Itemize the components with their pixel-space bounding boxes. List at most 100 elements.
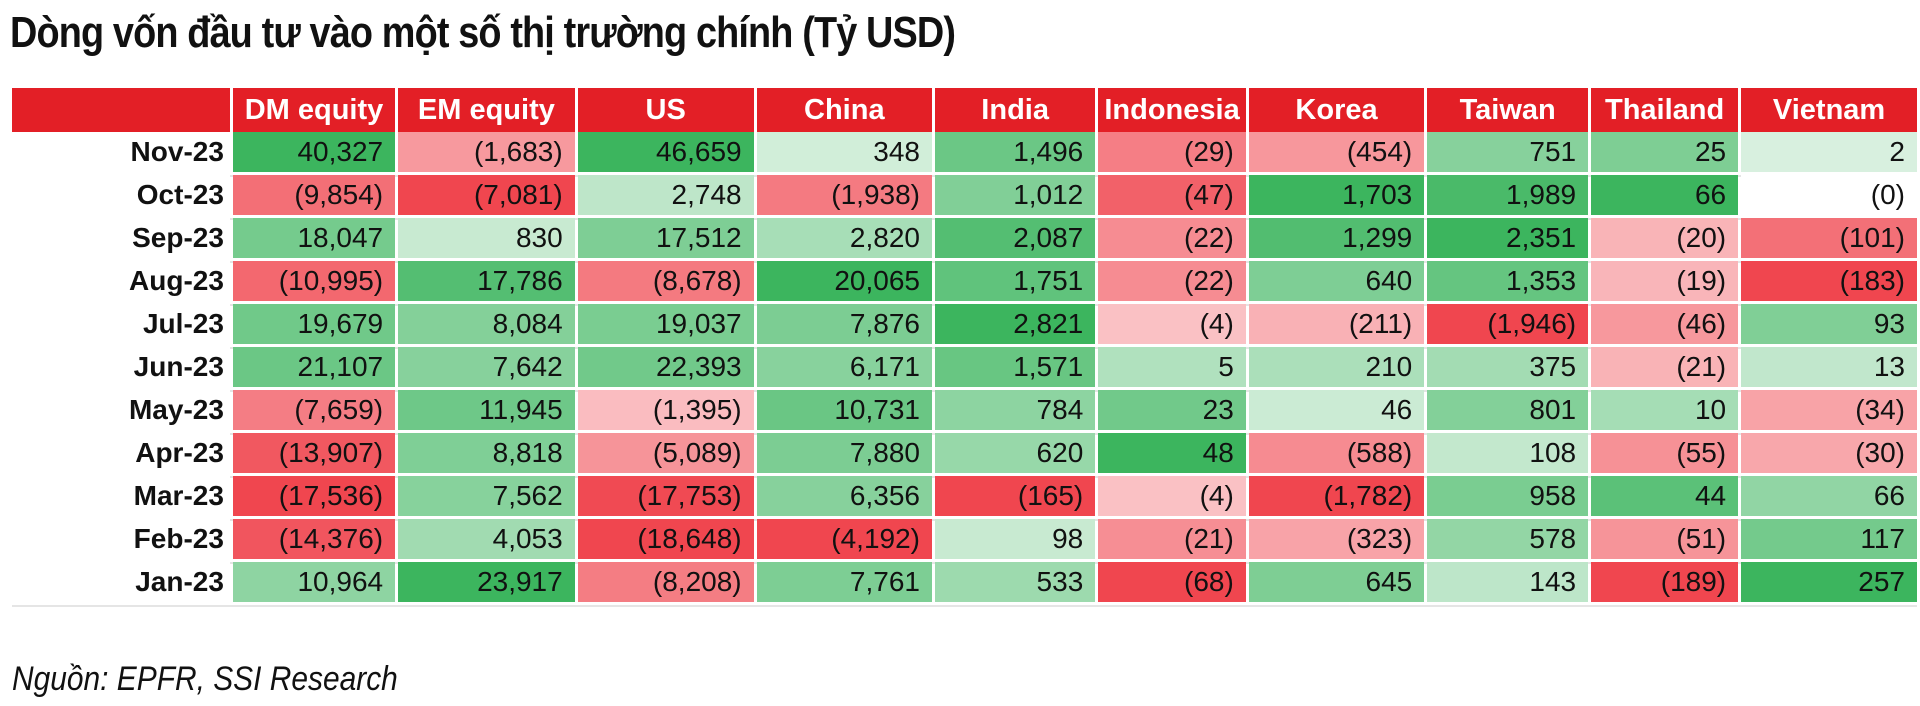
value-cell: 751 [1427,132,1589,175]
page-title: Dòng vốn đầu tư vào một số thị trường ch… [10,8,956,57]
row-label: Jan-23 [12,562,230,605]
value-cell: 7,880 [756,433,932,476]
table-header-row: DM equity EM equity US China India Indonesia K… [12,88,1917,132]
table-body: Nov-23 40,327 (1,683) 46,659 348 1,496 (29) (45… [12,132,1917,605]
value-cell: 645 [1248,562,1425,605]
value-cell: (21) [1591,347,1739,390]
value-cell: (7,659) [232,390,396,433]
value-cell: 2,748 [577,175,754,218]
table-row: Sep-23 18,047 830 17,512 2,820 2,087 (22) 1,299… [12,218,1917,261]
table-row: Jul-23 19,679 8,084 19,037 7,876 2,821 (4) (211… [12,304,1917,347]
value-cell: 6,171 [756,347,932,390]
column-header-vietnam: Vietnam [1741,88,1917,132]
value-cell: 2,820 [756,218,932,261]
value-cell: 1,703 [1248,175,1425,218]
value-cell: (34) [1741,390,1917,433]
value-cell: 784 [935,390,1096,433]
value-cell: 93 [1741,304,1917,347]
table-row: Feb-23 (14,376) 4,053 (18,648) (4,192) 98 (21)… [12,519,1917,562]
value-cell: (10,995) [232,261,396,304]
value-cell: 8,818 [398,433,575,476]
value-cell: (4) [1098,476,1246,519]
value-cell: 7,876 [756,304,932,347]
row-label: Nov-23 [12,132,230,175]
value-cell: (4) [1098,304,1246,347]
row-label: Apr-23 [12,433,230,476]
value-cell: (189) [1591,562,1739,605]
value-cell: 375 [1427,347,1589,390]
value-cell: (19) [1591,261,1739,304]
value-cell: (13,907) [232,433,396,476]
value-cell: 13 [1741,347,1917,390]
column-header-us: US [577,88,754,132]
value-cell: 1,012 [935,175,1096,218]
value-cell: 18,047 [232,218,396,261]
column-header-india: India [935,88,1096,132]
value-cell: 958 [1427,476,1589,519]
value-cell: (29) [1098,132,1246,175]
value-cell: 19,037 [577,304,754,347]
value-cell: 7,642 [398,347,575,390]
value-cell: (1,782) [1248,476,1425,519]
source-note: Nguồn: EPFR, SSI Research [12,660,398,698]
value-cell: 7,761 [756,562,932,605]
value-cell: 46,659 [577,132,754,175]
value-cell: 117 [1741,519,1917,562]
column-header-taiwan: Taiwan [1427,88,1589,132]
value-cell: 8,084 [398,304,575,347]
value-cell: 1,751 [935,261,1096,304]
row-label: Jun-23 [12,347,230,390]
value-cell: (1,946) [1427,304,1589,347]
value-cell: 25 [1591,132,1739,175]
value-cell: (68) [1098,562,1246,605]
row-label: Sep-23 [12,218,230,261]
column-header-em-equity: EM equity [398,88,575,132]
value-cell: 10 [1591,390,1739,433]
value-cell: (323) [1248,519,1425,562]
value-cell: (8,678) [577,261,754,304]
value-cell: 2,351 [1427,218,1589,261]
value-cell: 1,571 [935,347,1096,390]
value-cell: 348 [756,132,932,175]
table-row: Apr-23 (13,907) 8,818 (5,089) 7,880 620 48 (588… [12,433,1917,476]
value-cell: 830 [398,218,575,261]
value-cell: 20,065 [756,261,932,304]
value-cell: (1,395) [577,390,754,433]
value-cell: (22) [1098,261,1246,304]
row-label: Aug-23 [12,261,230,304]
value-cell: 7,562 [398,476,575,519]
value-cell: (0) [1741,175,1917,218]
table-row: Jun-23 21,107 7,642 22,393 6,171 1,571 5 210 375… [12,347,1917,390]
value-cell: (47) [1098,175,1246,218]
value-cell: 143 [1427,562,1589,605]
value-cell: 46 [1248,390,1425,433]
value-cell: (101) [1741,218,1917,261]
value-cell: 2,821 [935,304,1096,347]
value-cell: (165) [935,476,1096,519]
value-cell: 578 [1427,519,1589,562]
value-cell: (4,192) [756,519,932,562]
value-cell: (17,753) [577,476,754,519]
row-label: Oct-23 [12,175,230,218]
value-cell: (7,081) [398,175,575,218]
value-cell: (1,938) [756,175,932,218]
value-cell: (30) [1741,433,1917,476]
value-cell: (183) [1741,261,1917,304]
value-cell: 48 [1098,433,1246,476]
value-cell: (9,854) [232,175,396,218]
value-cell: 10,964 [232,562,396,605]
fund-flow-table: DM equity EM equity US China India Indonesia K… [9,88,1920,605]
value-cell: 98 [935,519,1096,562]
value-cell: 17,512 [577,218,754,261]
value-cell: (17,536) [232,476,396,519]
value-cell: (18,648) [577,519,754,562]
value-cell: (46) [1591,304,1739,347]
value-cell: (21) [1098,519,1246,562]
value-cell: 4,053 [398,519,575,562]
value-cell: 22,393 [577,347,754,390]
value-cell: 17,786 [398,261,575,304]
value-cell: (51) [1591,519,1739,562]
value-cell: 2,087 [935,218,1096,261]
value-cell: 620 [935,433,1096,476]
value-cell: 19,679 [232,304,396,347]
